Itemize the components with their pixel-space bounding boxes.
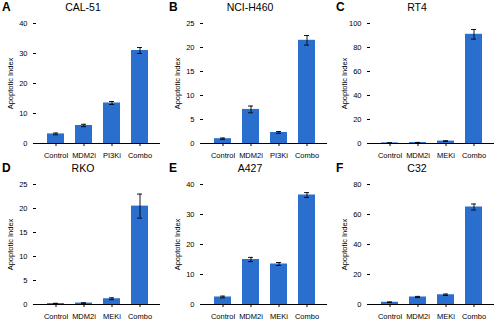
svg-text:30: 30 (19, 49, 27, 58)
svg-text:0: 0 (357, 139, 361, 148)
svg-text:0: 0 (357, 300, 361, 309)
svg-text:MEKi: MEKi (270, 312, 288, 320)
svg-text:Control: Control (211, 151, 236, 159)
html-text:C: C (336, 0, 345, 14)
svg-text:Combo: Combo (295, 151, 319, 159)
svg-text:MDM2i: MDM2i (72, 312, 96, 320)
svg-text:80: 80 (353, 43, 361, 52)
svg-text:Control: Control (44, 151, 69, 159)
svg-text:10: 10 (186, 91, 194, 100)
svg-text:60: 60 (353, 210, 361, 219)
html-text:D: D (2, 161, 11, 175)
svg-text:60: 60 (353, 67, 361, 76)
svg-text:0: 0 (23, 300, 27, 309)
svg-text:10: 10 (19, 252, 27, 261)
svg-text:20: 20 (19, 79, 27, 88)
svg-text:Control: Control (211, 312, 236, 320)
html-text:F: F (336, 161, 344, 175)
html-text:A: A (2, 0, 11, 14)
svg-text:Combo: Combo (128, 151, 152, 159)
svg-text:20: 20 (353, 115, 361, 124)
svg-text:MEKi: MEKi (437, 151, 455, 159)
svg-text:MDM2i: MDM2i (72, 151, 96, 159)
svg-text:Combo: Combo (462, 312, 486, 320)
svg-text:MDM2i: MDM2i (239, 151, 263, 159)
svg-text:5: 5 (190, 115, 194, 124)
svg-text:0: 0 (23, 139, 27, 148)
svg-text:10: 10 (186, 270, 194, 279)
svg-text:100: 100 (349, 19, 362, 28)
svg-text:Combo: Combo (295, 312, 319, 320)
svg-text:20: 20 (186, 240, 194, 249)
svg-text:Apoptotic Index: Apoptotic Index (6, 218, 15, 270)
svg-text:20: 20 (186, 43, 194, 52)
html-text:NCI-H460: NCI-H460 (226, 1, 274, 13)
html-text:B: B (169, 0, 178, 14)
svg-text:Control: Control (378, 151, 403, 159)
svg-text:Combo: Combo (128, 312, 152, 320)
svg-text:40: 40 (186, 180, 194, 189)
svg-text:40: 40 (353, 91, 361, 100)
svg-text:25: 25 (19, 180, 27, 189)
svg-text:MEKi: MEKi (437, 312, 455, 320)
html-text:RKO: RKO (71, 162, 95, 174)
svg-text:MDM2i: MDM2i (406, 151, 430, 159)
html-text:E: E (169, 161, 177, 175)
svg-text:MEKi: MEKi (103, 312, 121, 320)
svg-text:Combo: Combo (462, 151, 486, 159)
svg-text:20: 20 (19, 204, 27, 213)
svg-text:Apoptotic Index: Apoptotic Index (173, 218, 182, 270)
svg-text:Apoptotic Index: Apoptotic Index (340, 57, 349, 109)
svg-text:MDM2i: MDM2i (406, 312, 430, 320)
svg-text:Apoptotic Index: Apoptotic Index (6, 57, 15, 109)
svg-text:25: 25 (186, 19, 194, 28)
svg-text:30: 30 (186, 210, 194, 219)
svg-text:0: 0 (190, 300, 194, 309)
html-text:CAL-51: CAL-51 (65, 1, 101, 13)
svg-text:15: 15 (19, 228, 27, 237)
svg-text:PI3Ki: PI3Ki (103, 151, 121, 159)
svg-text:Apoptotic Index: Apoptotic Index (173, 57, 182, 109)
svg-text:PI3Ki: PI3Ki (270, 151, 288, 159)
svg-text:40: 40 (19, 19, 27, 28)
svg-text:40: 40 (353, 240, 361, 249)
svg-text:0: 0 (190, 139, 194, 148)
html-text:RT4: RT4 (407, 1, 427, 13)
html-text:C32: C32 (407, 162, 427, 174)
svg-text:5: 5 (23, 276, 27, 285)
svg-text:15: 15 (186, 67, 194, 76)
html-text:A427: A427 (237, 162, 263, 174)
svg-text:20: 20 (353, 270, 361, 279)
svg-text:Control: Control (44, 312, 69, 320)
svg-text:10: 10 (19, 109, 27, 118)
svg-text:MDM2i: MDM2i (239, 312, 263, 320)
svg-text:Control: Control (378, 312, 403, 320)
svg-text:80: 80 (353, 180, 361, 189)
svg-text:Apoptotic Index: Apoptotic Index (340, 218, 349, 270)
